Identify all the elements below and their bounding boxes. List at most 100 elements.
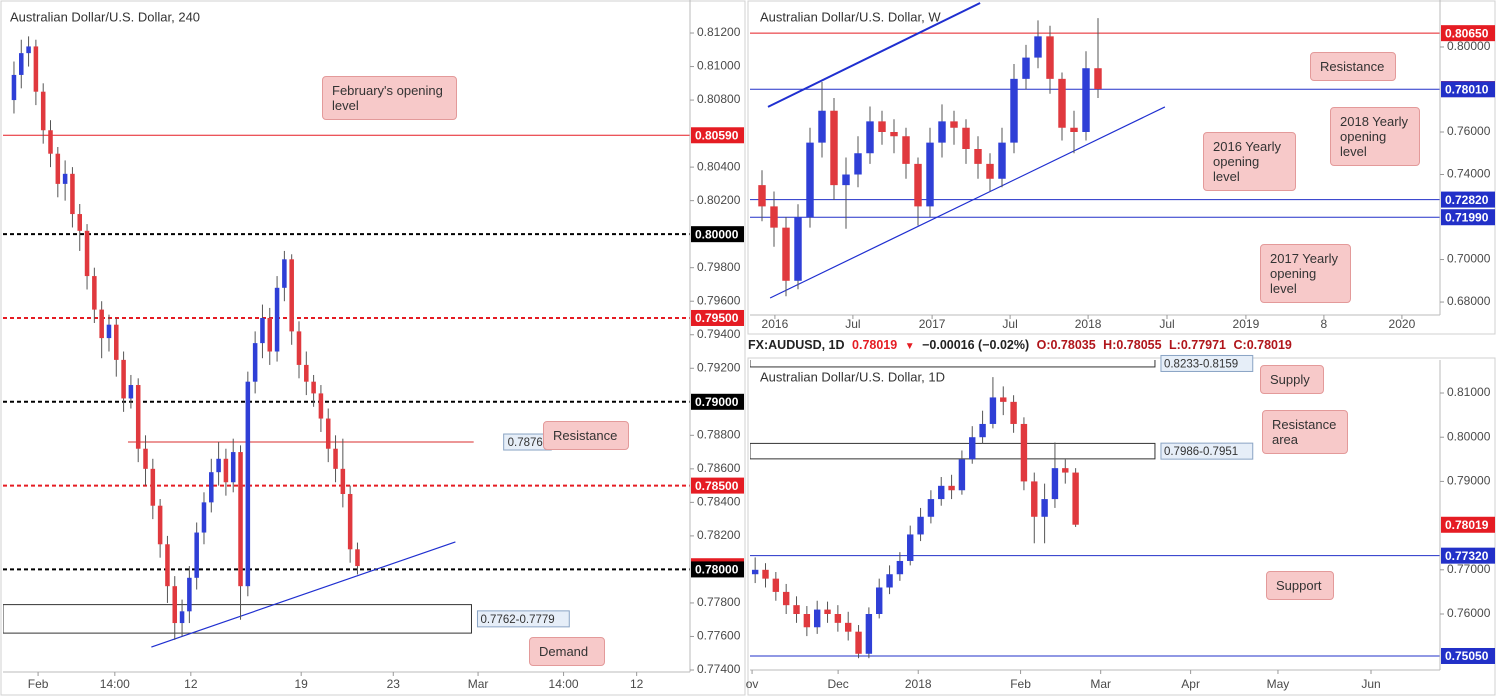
candle-body <box>48 130 53 154</box>
candle-body <box>866 121 874 154</box>
x-tick-label: Dec <box>827 677 848 691</box>
x-tick-label: Feb <box>28 677 49 691</box>
candle-body <box>986 163 994 179</box>
candle-body <box>974 148 982 164</box>
candle-body <box>907 534 914 561</box>
candle-body <box>216 458 221 473</box>
candle-body <box>1041 499 1048 517</box>
candle-body <box>844 622 852 632</box>
candle-body <box>92 276 97 310</box>
y-tick-label: 0.77800 <box>697 595 741 609</box>
price-marker-label: 0.71990 <box>1445 210 1489 224</box>
candle-body <box>318 393 324 419</box>
candle-body <box>751 569 759 575</box>
y-tick-label: 0.81000 <box>1447 385 1491 399</box>
price-marker-label: 0.72820 <box>1445 193 1489 207</box>
price-marker-label: 0.80590 <box>695 128 739 142</box>
candle-body <box>187 577 192 612</box>
candle-body <box>114 324 119 360</box>
candle-body <box>150 468 156 506</box>
y-tick-label: 0.76000 <box>1447 606 1491 620</box>
callout: Demand <box>529 637 605 666</box>
candle-body <box>876 587 883 615</box>
y-tick-label: 0.79600 <box>697 293 741 307</box>
candle-body <box>26 46 31 54</box>
x-tick-label: ov <box>746 677 759 691</box>
y-tick-label: 0.80200 <box>697 193 741 207</box>
price-marker <box>691 561 744 578</box>
candle-body <box>62 173 68 184</box>
candle-body <box>296 331 302 365</box>
plot-area <box>3 36 690 648</box>
candle-body <box>806 142 814 218</box>
candle-body <box>914 163 922 207</box>
y-tick-label: 0.78200 <box>697 528 741 542</box>
candle-body <box>245 381 251 587</box>
price-marker <box>1441 516 1495 533</box>
candle-body <box>172 586 178 624</box>
candle-body <box>106 324 112 339</box>
x-tick-label: 14:00 <box>100 677 130 691</box>
candle-body <box>19 53 24 75</box>
plot-area <box>750 360 1440 659</box>
candle-body <box>143 448 148 469</box>
candle-body <box>1072 472 1079 525</box>
candle-body <box>267 317 273 352</box>
candle-body <box>890 131 898 137</box>
candle-body <box>223 458 229 483</box>
candle-body <box>165 544 170 587</box>
candle-body <box>865 614 873 654</box>
price-marker <box>691 309 744 326</box>
callout: Support <box>1266 571 1334 600</box>
price-marker <box>1441 191 1495 208</box>
y-tick-label: 0.79200 <box>697 360 741 374</box>
callout: 2017 Yearly opening level <box>1260 244 1351 303</box>
price-marker <box>1441 81 1495 98</box>
zone <box>750 442 1156 460</box>
candle-body <box>770 206 778 228</box>
candle-body <box>938 121 946 143</box>
y-tick-label: 0.70000 <box>1447 252 1491 266</box>
x-tick-label: Apr <box>1181 677 1200 691</box>
x-tick-label: Jun <box>1361 677 1380 691</box>
callout: Resistance <box>543 421 629 450</box>
zone <box>750 360 1156 368</box>
candle-body <box>950 121 958 128</box>
x-tick-label: 14:00 <box>549 677 579 691</box>
candle-body <box>282 259 287 288</box>
candle-body <box>179 611 185 624</box>
candle-body <box>325 418 331 449</box>
callout: Resistance area <box>1262 410 1348 454</box>
candle-body <box>855 631 862 654</box>
plot-area <box>750 2 1440 299</box>
x-tick-label: 2017 <box>919 317 946 331</box>
candle-body <box>333 448 338 469</box>
y-tick-label: 0.79000 <box>1447 474 1491 488</box>
price-marker <box>1441 547 1495 564</box>
candle-body <box>1046 36 1054 79</box>
candle-body <box>834 614 842 623</box>
y-tick-label: 0.81000 <box>697 59 741 73</box>
candle-body <box>1034 36 1042 58</box>
ohlc-open: O:0.78035 <box>1036 338 1096 352</box>
candle-body <box>1031 481 1038 517</box>
candle-body <box>762 569 769 579</box>
change: −0.00016 (−0.02%) <box>922 338 1030 352</box>
candle-body <box>201 502 207 533</box>
symbol: FX:AUDUSD, 1D <box>748 338 845 352</box>
candle-body <box>878 121 886 132</box>
candle-body <box>128 385 134 399</box>
callout: 2016 Yearly opening level <box>1203 132 1296 191</box>
y-tick-label: 0.79800 <box>697 260 741 274</box>
price-marker <box>691 226 744 243</box>
y-tick-label: 0.77000 <box>1447 562 1491 576</box>
candle-body <box>927 499 935 517</box>
candle-body <box>818 110 826 143</box>
price-marker-label: 0.77320 <box>1445 549 1489 563</box>
candle-body <box>1010 78 1018 143</box>
candle-body <box>813 609 821 628</box>
y-tick-label: 0.80000 <box>1447 429 1491 443</box>
candle-body <box>70 173 75 215</box>
candle-body <box>772 578 780 592</box>
price-marker <box>691 477 744 494</box>
